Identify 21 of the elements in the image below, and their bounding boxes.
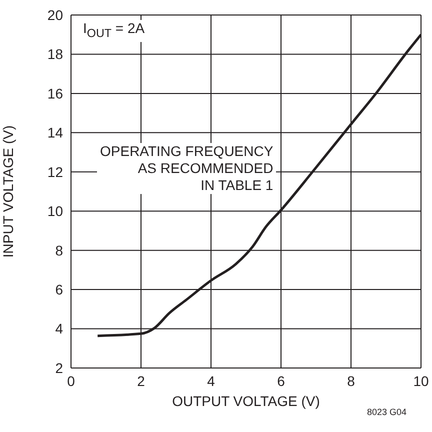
y-tick-label: 2 <box>55 360 64 376</box>
text: 8023 G04 <box>366 406 408 419</box>
y-tick-label: 18 <box>47 46 64 62</box>
x-tick-label: 10 <box>413 372 429 389</box>
y-tick-label: 6 <box>55 282 64 298</box>
y-tick-label: 20 <box>47 6 64 23</box>
annotation: OPERATING FREQUENCY AS RECOMMENDED IN TABLE 1 <box>97 143 276 194</box>
y-tick-label: 14 <box>47 124 64 141</box>
y-tick-label: 16 <box>47 85 64 102</box>
x-axis-title: OUTPUT VOLTAGE (V) <box>172 392 320 409</box>
y-tick-label: 10 <box>47 203 64 220</box>
y-tick-label: 12 <box>47 164 64 180</box>
y-tick-label: 4 <box>55 320 64 337</box>
annotation: I$_{OUT}$ = 2A <box>80 20 148 42</box>
x-tick-label: 2 <box>137 372 146 389</box>
x-tick-label: 4 <box>207 372 216 389</box>
x-tick-label: 0 <box>67 372 76 389</box>
y-tick-label: 8 <box>55 242 64 258</box>
x-tick-label: 8 <box>347 372 356 389</box>
x-tick-label: 6 <box>277 372 286 389</box>
y-axis-title: INPUT VOLTAGE (V) <box>0 125 16 258</box>
